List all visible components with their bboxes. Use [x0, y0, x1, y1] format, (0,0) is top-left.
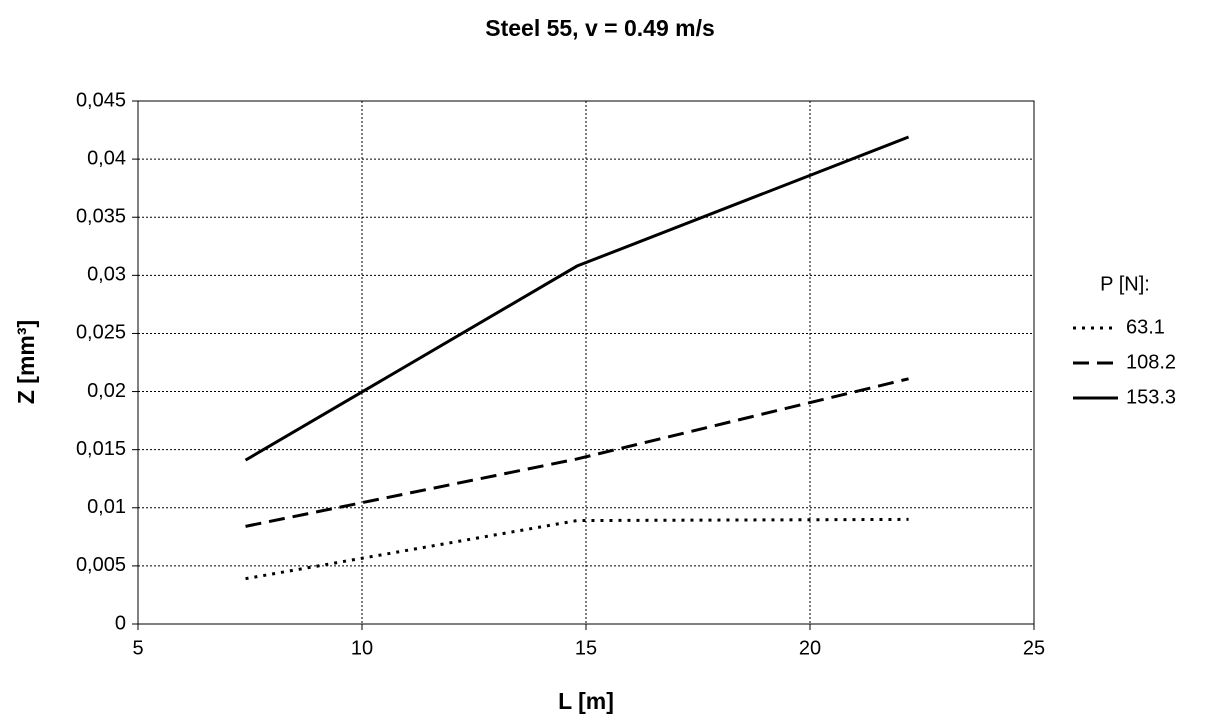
legend-label: 63.1 [1126, 316, 1165, 338]
x-tick-label: 20 [799, 637, 821, 659]
y-tick-label: 0,045 [76, 89, 126, 111]
y-tick-label: 0,005 [76, 554, 126, 576]
y-tick-label: 0,02 [87, 380, 126, 402]
data-line [245, 377, 909, 528]
chart-title: Steel 55, v = 0.49 m/s [485, 15, 715, 41]
y-tick-label: 0,01 [87, 496, 126, 518]
x-axis-label: L [m] [558, 688, 614, 714]
legend-label: 108.2 [1126, 351, 1176, 373]
y-tick-label: 0,025 [76, 322, 126, 344]
legend-title: P [N]: [1100, 273, 1150, 295]
y-tick-label: 0,035 [76, 206, 126, 228]
y-axis-label: Z [mm³] [13, 320, 39, 404]
y-tick-label: 0,015 [76, 438, 126, 460]
x-tick-label: 10 [351, 637, 373, 659]
y-tick-label: 0,03 [87, 264, 126, 286]
x-tick-label: 15 [575, 637, 597, 659]
y-tick-label: 0 [115, 612, 126, 634]
y-tick-label: 0,04 [87, 147, 126, 169]
data-line [244, 135, 910, 462]
plot-frame [137, 100, 1035, 625]
data-line [245, 517, 909, 581]
x-tick-label: 5 [132, 637, 143, 659]
legend-label: 153.3 [1126, 386, 1176, 408]
x-tick-label: 25 [1023, 637, 1045, 659]
